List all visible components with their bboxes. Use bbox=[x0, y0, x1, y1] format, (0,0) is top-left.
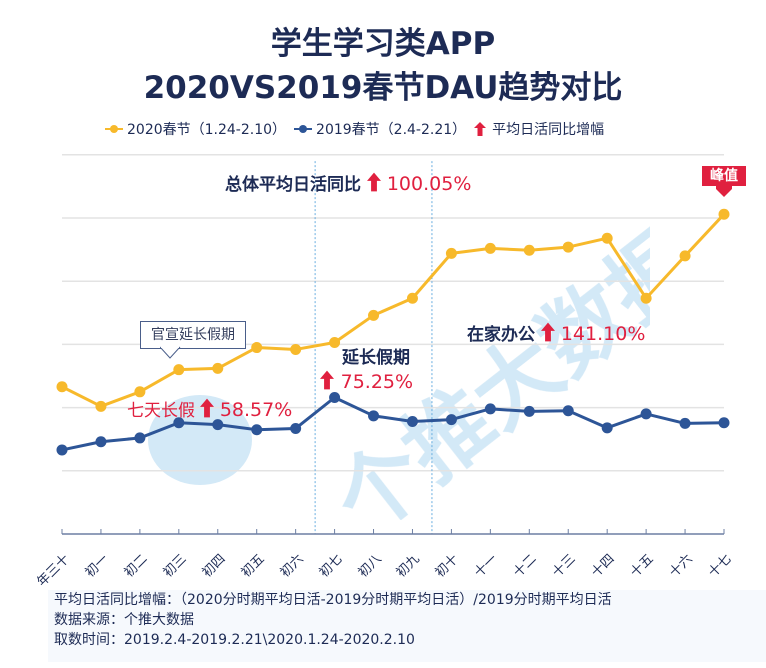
series-2020-point bbox=[134, 386, 146, 398]
series-2020-point bbox=[445, 247, 457, 259]
series-2020-point bbox=[329, 337, 341, 349]
arrow-up-icon bbox=[200, 398, 215, 418]
series-2019-point bbox=[212, 419, 224, 431]
series-2019-point bbox=[329, 391, 341, 403]
annotation-extended-value: 75.25% bbox=[340, 371, 414, 393]
series-2020-point bbox=[601, 232, 613, 244]
series-2020-point bbox=[368, 309, 380, 321]
annotation-home-office: 在家办公 141.10% bbox=[467, 320, 645, 345]
series-2019-point bbox=[173, 417, 185, 429]
series-2019-point bbox=[406, 416, 418, 428]
series-2019-point bbox=[134, 432, 146, 444]
callout-announce-extension: 官宣延长假期 bbox=[140, 321, 246, 349]
legend-marker-2020 bbox=[105, 124, 123, 134]
chart-title-line1: 学生学习类APP bbox=[270, 26, 496, 62]
legend-item-growth: 平均日活同比增幅 bbox=[474, 119, 604, 139]
series-2020-point bbox=[406, 292, 418, 304]
callout-pointer bbox=[160, 346, 181, 359]
series-2020-point bbox=[562, 241, 574, 253]
series-2020-line bbox=[61, 213, 726, 408]
series-2019-point bbox=[601, 422, 613, 434]
legend-item-2020: 2020春节（1.24-2.10） bbox=[105, 119, 286, 139]
series-2019-point bbox=[484, 403, 496, 415]
series-2019-point bbox=[523, 405, 535, 417]
annotation-seven-day-label: 七天长假 bbox=[127, 401, 195, 421]
peak-badge: 峰值 bbox=[702, 166, 746, 186]
arrow-up-icon bbox=[540, 322, 555, 342]
series-2020-point bbox=[523, 244, 535, 256]
series-2020-point bbox=[290, 343, 302, 355]
annotation-seven-day-value: 58.57% bbox=[219, 399, 293, 421]
annotation-overall: 总体平均日活同比 100.05% bbox=[225, 170, 471, 195]
series-2020-point bbox=[640, 292, 652, 304]
series-2020-point bbox=[679, 250, 691, 262]
series-2019-point bbox=[368, 410, 380, 422]
legend-label-2020: 2020春节（1.24-2.10） bbox=[127, 122, 287, 138]
annotation-home-value: 141.10% bbox=[560, 323, 646, 345]
annotation-overall-value: 100.05% bbox=[386, 173, 472, 195]
legend-item-2019: 2019春节（2.4-2.21） bbox=[294, 119, 466, 139]
series-2019-point bbox=[640, 408, 652, 420]
series-2020-point bbox=[173, 364, 185, 376]
legend-marker-2019 bbox=[294, 124, 313, 134]
series-2019-point bbox=[95, 436, 107, 448]
arrow-up-icon bbox=[474, 122, 487, 136]
annotation-seven-day: 七天长假 58.57% bbox=[127, 396, 292, 421]
annotation-home-label: 在家办公 bbox=[467, 325, 535, 345]
series-2019-line bbox=[61, 395, 725, 452]
series-2019-point bbox=[445, 414, 457, 426]
series-2020-point bbox=[484, 242, 496, 254]
series-2019-point bbox=[679, 417, 691, 429]
series-2020-point bbox=[251, 342, 263, 354]
series-2019-point bbox=[562, 405, 574, 417]
series-2020-point bbox=[718, 208, 730, 220]
annotation-extended-label: 延长假期 bbox=[342, 348, 410, 368]
series-2020-point bbox=[95, 400, 107, 412]
series-2020-point bbox=[212, 362, 224, 374]
annotation-overall-label: 总体平均日活同比 bbox=[225, 175, 361, 195]
series-2019-point bbox=[56, 444, 68, 456]
legend: 2020春节（1.24-2.10） 2019春节（2.4-2.21） 平均日活同… bbox=[105, 119, 612, 139]
legend-label-growth: 平均日活同比增幅 bbox=[492, 122, 605, 138]
series-2019-point bbox=[290, 422, 302, 434]
series-2019-point bbox=[718, 417, 730, 429]
chart-title-line2: 2020VS2019春节DAU趋势对比 bbox=[143, 70, 623, 106]
legend-label-2019: 2019春节（2.4-2.21） bbox=[316, 122, 467, 138]
arrow-up-icon bbox=[366, 172, 381, 192]
arrow-up-icon bbox=[320, 370, 334, 390]
footnote-period: 取数时间：2019.2.4-2019.2.21\2020.1.24-2020.2… bbox=[54, 632, 415, 648]
footnote: 平均日活同比增幅：（2020分时期平均日活-2019分时期平均日活）/2019分… bbox=[48, 590, 766, 662]
footnote-source: 数据来源：个推大数据 bbox=[54, 612, 194, 628]
annotation-extended: 75.25% bbox=[320, 370, 413, 393]
arrow-down-icon bbox=[716, 186, 732, 197]
series-2019-point bbox=[251, 424, 263, 436]
series-2020-point bbox=[56, 381, 68, 393]
footnote-formula: 平均日活同比增幅：（2020分时期平均日活-2019分时期平均日活）/2019分… bbox=[54, 592, 612, 608]
